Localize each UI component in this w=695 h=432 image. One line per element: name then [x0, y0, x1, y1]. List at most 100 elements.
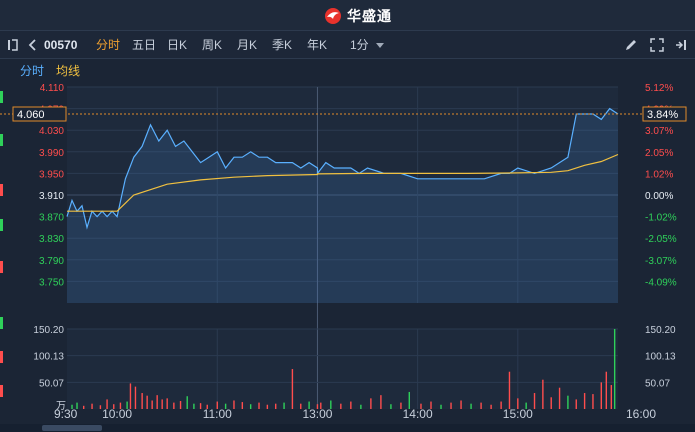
status-marker	[0, 385, 3, 397]
volume-tick-label: 50.07	[39, 378, 64, 389]
toolbar: 00570 分时 五日 日K 周K 月K 季K 年K 1分	[0, 31, 695, 59]
volume-bar	[605, 371, 608, 409]
fullscreen-icon[interactable]	[650, 38, 664, 52]
volume-bar	[119, 402, 122, 409]
volume-bar	[450, 402, 452, 409]
volume-bar	[300, 403, 302, 409]
price-tick-label: 4.030	[39, 126, 64, 137]
volume-panel	[67, 329, 618, 409]
price-area-fill	[67, 108, 618, 303]
tab-yearly-k[interactable]: 年K	[307, 38, 328, 52]
volume-right-tick-label: 150.20	[645, 325, 676, 336]
volume-bar	[550, 397, 552, 409]
price-tick-label: 4.110	[40, 83, 65, 94]
volume-bar	[320, 402, 322, 409]
intraday-chart[interactable]: 4.1105.12%4.0704.09%4.0303.07%3.9902.05%…	[0, 79, 695, 424]
volume-bar	[206, 404, 208, 409]
volume-right-tick-label: 50.07	[645, 378, 670, 389]
volume-bar	[283, 402, 285, 409]
volume-bar	[380, 395, 382, 409]
volume-bar	[600, 382, 603, 409]
tab-quarterly-k[interactable]: 季K	[272, 38, 293, 52]
volume-tick-label: 100.13	[33, 352, 64, 363]
volume-bar	[340, 403, 342, 409]
expand-panel-icon[interactable]	[674, 38, 688, 52]
horizontal-scrollbar[interactable]	[0, 424, 695, 432]
pct-tick-label: 5.12%	[645, 83, 673, 94]
status-marker	[0, 351, 3, 363]
volume-bar	[408, 391, 410, 409]
time-axis-label: 10:00	[102, 407, 132, 421]
pct-tick-label: 0.00%	[645, 191, 673, 202]
volume-bar	[330, 400, 332, 409]
volume-bar	[249, 404, 252, 409]
volume-bar	[500, 401, 502, 409]
volume-bar	[508, 371, 511, 409]
stock-code: 00570	[44, 38, 78, 52]
tab-weekly-k[interactable]: 周K	[202, 38, 223, 52]
volume-bar	[525, 402, 527, 409]
volume-bar	[480, 402, 482, 409]
volume-bar	[610, 385, 613, 409]
tab-intraday[interactable]: 分时	[96, 38, 121, 52]
legend-avg: 均线	[56, 64, 81, 78]
volume-bar	[470, 403, 472, 409]
volume-bar	[430, 401, 432, 409]
volume-bar	[193, 403, 195, 409]
tab-monthly-k[interactable]: 月K	[237, 38, 258, 52]
collapse-panel-icon[interactable]	[6, 38, 20, 52]
pct-tick-label: 1.02%	[645, 169, 673, 180]
status-marker	[0, 184, 3, 196]
volume-bar	[400, 402, 402, 409]
volume-bar	[161, 399, 163, 409]
tab-daily-k[interactable]: 日K	[167, 38, 188, 52]
volume-bar	[82, 405, 85, 409]
time-axis-label: 16:00	[626, 407, 656, 421]
back-arrow-icon[interactable]	[26, 38, 40, 52]
volume-bar	[316, 404, 319, 409]
volume-tick-label: 150.20	[33, 325, 64, 336]
status-marker	[0, 219, 3, 231]
pct-tick-label: 3.07%	[645, 126, 673, 137]
pct-tick-label: -4.09%	[645, 277, 677, 288]
dropdown-caret-icon[interactable]	[375, 40, 385, 50]
title-bar: 华盛通	[0, 0, 695, 31]
volume-bar	[173, 402, 175, 409]
volume-bar	[575, 399, 577, 409]
volume-right-tick-label: 100.13	[645, 352, 676, 363]
volume-bar	[592, 394, 594, 409]
status-marker	[0, 91, 3, 103]
chart-legend: 分时 均线	[0, 59, 695, 79]
status-marker	[0, 317, 3, 329]
volume-bar	[390, 404, 392, 409]
interval-select[interactable]: 1分	[350, 38, 369, 52]
volume-bar	[99, 405, 102, 409]
volume-bar	[291, 369, 294, 409]
time-axis-label: 9:30	[54, 407, 78, 421]
price-tick-label: 3.870	[39, 213, 64, 224]
volume-bar	[71, 404, 73, 409]
brand-name: 华盛通	[347, 8, 392, 24]
price-tick-label: 3.990	[39, 148, 64, 159]
volume-bar	[106, 399, 108, 409]
crosshair-price-box	[12, 106, 67, 122]
brand: 华盛通	[323, 6, 392, 26]
pen-draw-icon[interactable]	[624, 38, 638, 52]
legend-price: 分时	[20, 64, 45, 78]
pct-tick-label: -3.07%	[645, 256, 677, 267]
volume-bar	[224, 403, 227, 409]
price-tick-label: 3.910	[39, 191, 64, 202]
tab-five-day[interactable]: 五日	[132, 38, 157, 52]
volume-bar	[613, 329, 616, 409]
crosshair-pct-box	[642, 106, 687, 122]
price-tick-label: 3.790	[39, 256, 64, 267]
volume-bar	[370, 398, 372, 409]
price-tick-label: 3.830	[39, 234, 64, 245]
volume-bar	[490, 404, 492, 409]
volume-bar	[542, 379, 544, 409]
volume-bar	[308, 401, 310, 409]
volume-bar	[129, 383, 132, 409]
scroll-thumb[interactable]	[42, 425, 102, 431]
time-axis-label: 11:00	[203, 407, 232, 421]
pct-tick-label: -1.02%	[645, 213, 677, 224]
